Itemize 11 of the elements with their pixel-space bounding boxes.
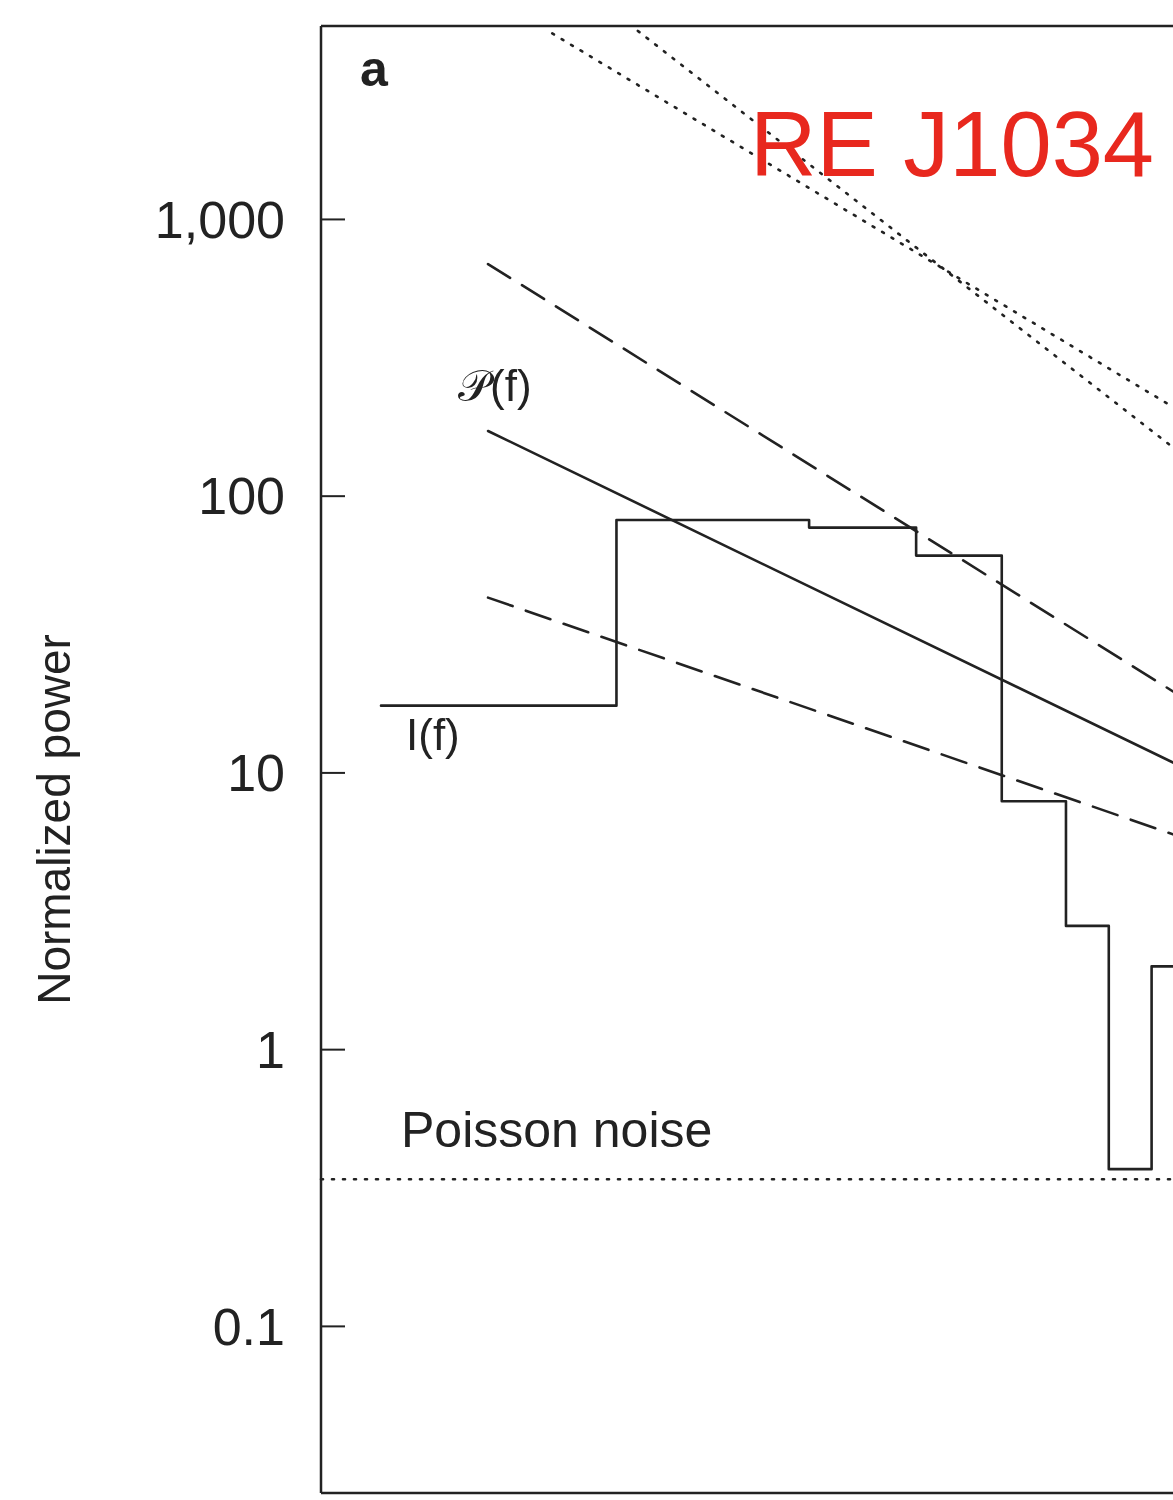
y-tick-label: 0.1 xyxy=(212,1297,285,1356)
ref-line-label: Poisson noise xyxy=(401,1102,713,1159)
annotation: RE J1034 xyxy=(750,93,1155,195)
y-tick-label: 10 xyxy=(227,744,285,803)
y-tick-label: 1 xyxy=(256,1020,285,1079)
series-label: 𝒫(f) xyxy=(458,360,532,410)
series-label: I(f) xyxy=(406,709,460,759)
y-tick-label: 100 xyxy=(198,467,285,526)
y-tick-label: 1,000 xyxy=(154,190,285,249)
annotation: a xyxy=(360,41,389,97)
y-axis-title: Normalized power xyxy=(28,634,80,1005)
